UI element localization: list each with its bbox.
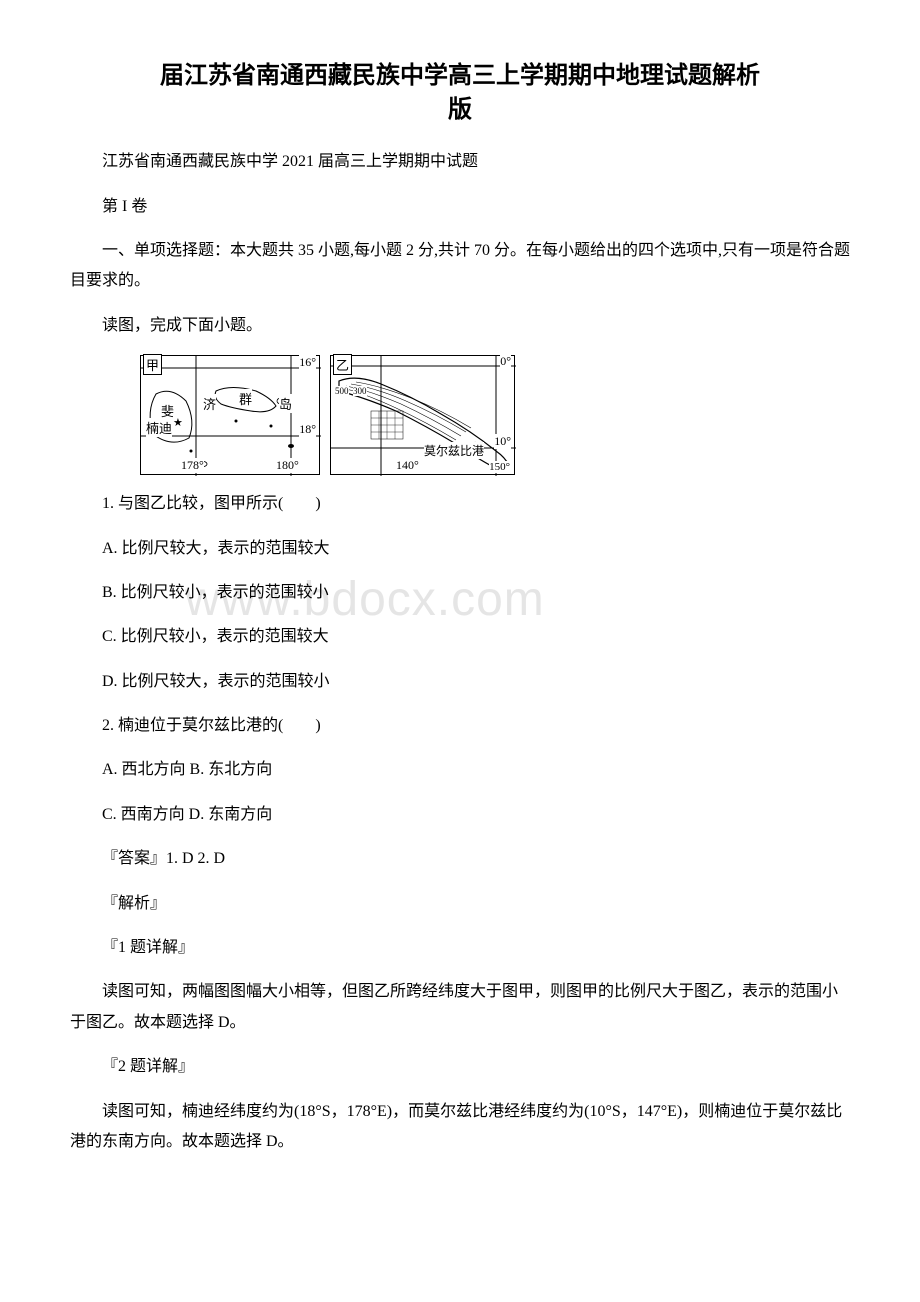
option-2cd: C. 西南方向 D. 东南方向 [70, 800, 850, 830]
lon140: 140° [396, 458, 419, 473]
map-jia-label: 甲 [143, 354, 162, 375]
dao-label: 岛 [279, 394, 292, 413]
lon150: 150° [489, 461, 510, 473]
option-1b: B. 比例尺较小，表示的范围较小 [70, 578, 850, 608]
map-yi-label: 乙 [333, 354, 352, 375]
map-jia: 甲 斐 济 群 岛 楠迪 ★ 16° 18° 178° 180° [140, 355, 320, 475]
lon178: 178° [181, 458, 204, 473]
page-title: 届江苏省南通西藏民族中学高三上学期期中地理试题解析 版 [70, 60, 850, 127]
qun-label: 群 [239, 389, 252, 408]
lat10: 10° [494, 434, 511, 449]
explanation-header: 『解析』 [70, 889, 850, 919]
explanation-2: 读图可知，楠迪经纬度约为(18°S，178°E)，而莫尔兹比港经纬度约为(10°… [70, 1097, 850, 1158]
option-1a: A. 比例尺较大，表示的范围较大 [70, 534, 850, 564]
port-label: 莫尔兹比港 [424, 442, 484, 459]
option-1c: C. 比例尺较小，表示的范围较大 [70, 622, 850, 652]
title-line1: 届江苏省南通西藏民族中学高三上学期期中地理试题解析 [70, 60, 850, 94]
figure-prompt: 读图，完成下面小题。 [70, 311, 850, 341]
explanation-1-header: 『1 题详解』 [70, 933, 850, 963]
question-2: 2. 楠迪位于莫尔兹比港的( ) [70, 711, 850, 741]
explanation-2-header: 『2 题详解』 [70, 1052, 850, 1082]
question-1: 1. 与图乙比较，图甲所示( ) [70, 489, 850, 519]
elev500: 500 [335, 386, 349, 396]
nandi-label: 楠迪 [146, 418, 172, 437]
lat16: 16° [299, 355, 316, 370]
option-1d: D. 比例尺较大，表示的范围较小 [70, 667, 850, 697]
lon180: 180° [276, 458, 299, 473]
map-yi: ★ 乙 0° 10° 140° 150° 500 300 莫尔兹比港 [330, 355, 515, 475]
ji-label: 济 [203, 394, 216, 413]
instructions: 一、单项选择题：本大题共 35 小题,每小题 2 分,共计 70 分。在每小题给… [70, 236, 850, 297]
section-label: 第 I 卷 [70, 192, 850, 222]
lat18: 18° [299, 422, 316, 437]
subtitle: 江苏省南通西藏民族中学 2021 届高三上学期期中试题 [70, 147, 850, 177]
answer: 『答案』1. D 2. D [70, 844, 850, 874]
lat0: 0° [500, 354, 511, 369]
option-2ab: A. 西北方向 B. 东北方向 [70, 755, 850, 785]
title-line2: 版 [70, 94, 850, 128]
explanation-1: 读图可知，两幅图图幅大小相等，但图乙所跨经纬度大于图甲，则图甲的比例尺大于图乙，… [70, 977, 850, 1038]
maps-container: 甲 斐 济 群 岛 楠迪 ★ 16° 18° 178° 180° [140, 355, 850, 475]
elev300: 300 [353, 386, 367, 396]
star-icon: ★ [173, 416, 183, 429]
